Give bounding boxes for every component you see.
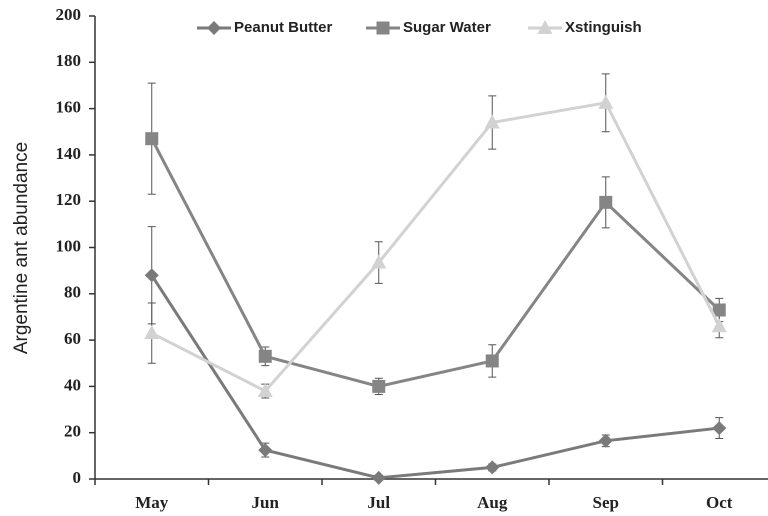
y-axis-label: Argentine ant abundance xyxy=(11,142,32,354)
series-line xyxy=(150,274,720,480)
marker xyxy=(485,460,500,475)
y-tick-label: 100 xyxy=(56,236,82,255)
marker xyxy=(485,354,499,368)
legend-marker xyxy=(537,20,553,34)
y-tick-label: 60 xyxy=(64,329,81,348)
y-tick-label: 140 xyxy=(56,144,82,163)
y-tick-label: 80 xyxy=(64,283,81,302)
legend-label: Peanut Butter xyxy=(234,19,333,36)
marker xyxy=(711,318,727,333)
legend-label: Sugar Water xyxy=(403,19,491,36)
marker xyxy=(371,470,386,485)
y-tick-label: 120 xyxy=(56,190,82,209)
x-tick-label: Jun xyxy=(252,493,280,512)
x-tick-label: Oct xyxy=(706,493,733,512)
marker xyxy=(258,443,273,458)
marker xyxy=(257,383,273,398)
marker xyxy=(372,379,386,393)
marker xyxy=(144,268,159,283)
marker xyxy=(598,433,613,448)
series-line xyxy=(151,101,721,393)
legend-marker xyxy=(207,21,221,35)
marker xyxy=(599,195,613,209)
marker xyxy=(598,94,614,109)
y-tick-label: 180 xyxy=(56,51,82,70)
x-tick-label: Aug xyxy=(477,493,508,512)
marker xyxy=(145,132,159,146)
marker xyxy=(712,421,727,436)
series-line xyxy=(150,138,721,388)
marker xyxy=(371,254,387,269)
marker xyxy=(258,349,272,363)
marker xyxy=(144,325,160,340)
x-tick-label: May xyxy=(135,493,169,512)
x-tick-label: Jul xyxy=(367,493,390,512)
y-tick-label: 0 xyxy=(73,468,82,487)
marker xyxy=(712,303,726,317)
y-tick-label: 200 xyxy=(56,5,82,24)
y-tick-label: 40 xyxy=(64,375,81,394)
legend-marker xyxy=(376,21,390,35)
legend-label: Xstinguish xyxy=(565,19,642,36)
y-tick-label: 20 xyxy=(64,422,81,441)
marker xyxy=(484,114,500,129)
x-tick-label: Sep xyxy=(593,493,619,512)
y-tick-label: 160 xyxy=(56,98,82,117)
